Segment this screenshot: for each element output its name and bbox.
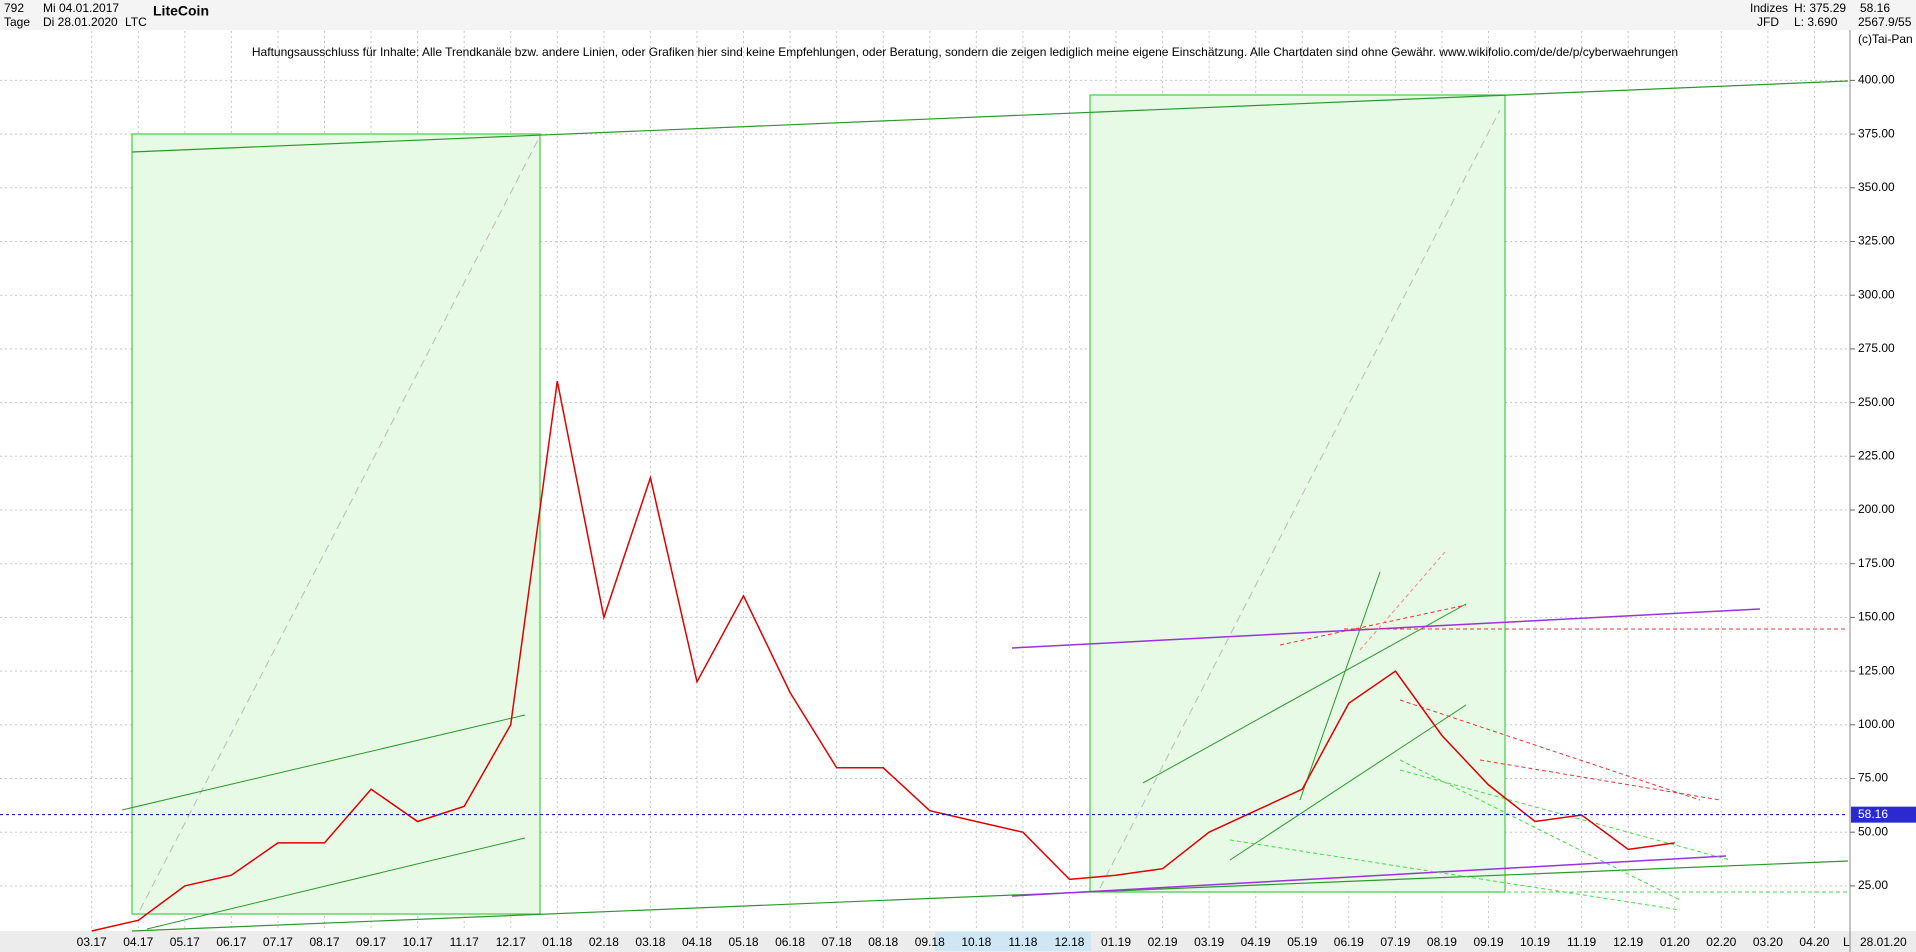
trend-line <box>1299 571 1381 801</box>
x-tick-label: 06.17 <box>216 935 246 949</box>
diagonal <box>1099 109 1501 889</box>
annotation: 58.16 <box>1860 1 1890 15</box>
y-tick-label: 25.00 <box>1858 878 1888 892</box>
y-tick-label: 175.00 <box>1858 556 1895 570</box>
y-tick-label: 400.00 <box>1858 73 1895 87</box>
x-tick-label: 05.18 <box>729 935 759 949</box>
x-tick-label: 07.17 <box>263 935 293 949</box>
drawings <box>121 80 1849 932</box>
y-tick-label: 200.00 <box>1858 502 1895 516</box>
resistance-line <box>1479 759 1721 801</box>
x-tick-label: 02.19 <box>1148 935 1178 949</box>
y-tick-label: 250.00 <box>1858 395 1895 409</box>
trend-line <box>131 860 1849 932</box>
rectangle <box>131 133 541 915</box>
annotation: Haftungsausschluss für Inhalte: Alle Tre… <box>252 45 1678 59</box>
x-tick-label: 06.18 <box>775 935 805 949</box>
purple-line <box>1011 855 1727 897</box>
x-tick-label: 12.17 <box>496 935 526 949</box>
x-tick-label: 10.19 <box>1520 935 1550 949</box>
x-tick-label: 01.18 <box>542 935 572 949</box>
y-tick-label: 100.00 <box>1858 717 1895 731</box>
trend-line <box>131 80 1849 153</box>
x-tick-label: 10.18 <box>961 935 991 949</box>
support-line <box>1399 769 1731 861</box>
x-tick-label: 02.20 <box>1706 935 1736 949</box>
rectangle <box>1089 94 1506 893</box>
x-tick-label: 01.19 <box>1101 935 1131 949</box>
annotation: Tage <box>4 15 30 29</box>
x-tick-label: 04.19 <box>1241 935 1271 949</box>
x-tick-label: 03.19 <box>1194 935 1224 949</box>
x-tick-label: 09.19 <box>1473 935 1503 949</box>
y-tick-label: 350.00 <box>1858 180 1895 194</box>
x-tick-label: 03.20 <box>1753 935 1783 949</box>
y-tick-label: 50.00 <box>1858 824 1888 838</box>
trend-line <box>121 714 526 811</box>
y-tick-label: 225.00 <box>1858 448 1895 462</box>
plot <box>0 380 1848 932</box>
last-price-box <box>1851 806 1916 823</box>
annotation: Indizes <box>1750 1 1788 15</box>
annotation: LTC <box>125 15 147 29</box>
x-tick-label: 05.17 <box>170 935 200 949</box>
y-tick-label: 375.00 <box>1858 126 1895 140</box>
annotation: L <box>1843 935 1850 949</box>
y-tick-label: 150.00 <box>1858 610 1895 624</box>
y-tick-label: 300.00 <box>1858 287 1895 301</box>
x-tick-label: 03.17 <box>77 935 107 949</box>
annotation: Di 28.01.2020 <box>43 15 118 29</box>
resistance-line <box>1359 551 1446 651</box>
x-tick-label: 11.18 <box>1008 935 1037 949</box>
labels: 25.00 50.00 75.00 100.00 125.00 150.00 175.00 2… <box>4 1 1916 949</box>
header-bar <box>0 0 1916 30</box>
support-line <box>1399 759 1681 901</box>
x-tick-label: 02.18 <box>589 935 619 949</box>
x-tick-label: 11.19 <box>1567 935 1596 949</box>
last-price-label: 58.16 <box>1858 807 1888 821</box>
x-tick-label: 10.17 <box>403 935 433 949</box>
annotation: (c)Tai-Pan <box>1858 32 1913 46</box>
x-tick-label: 07.18 <box>822 935 852 949</box>
y-tick-label: 325.00 <box>1858 234 1895 248</box>
x-tick-label: 07.19 <box>1380 935 1410 949</box>
y-tick-label: 275.00 <box>1858 341 1895 355</box>
y-tick-label: 125.00 <box>1858 663 1895 677</box>
x-tick-label: 04.18 <box>682 935 712 949</box>
x-tick-label: 05.19 <box>1287 935 1317 949</box>
x-tick-label: 01.20 <box>1660 935 1690 949</box>
x-tick-label: 09.17 <box>356 935 386 949</box>
x-tick-label: 12.18 <box>1054 935 1084 949</box>
annotation: H: 375.29 <box>1794 1 1846 15</box>
resistance-line <box>1399 699 1701 801</box>
annotation: JFD <box>1757 15 1779 29</box>
x-tick-label: 04.17 <box>123 935 153 949</box>
annotation: 28.01.20 <box>1860 935 1907 949</box>
x-tick-label: 04.20 <box>1799 935 1829 949</box>
annotation: 2567.9/55 <box>1858 15 1912 29</box>
trend-line <box>1142 603 1467 784</box>
y-tick-label: 75.00 <box>1858 771 1888 785</box>
x-tick-label: 11.17 <box>450 935 479 949</box>
x-tick-label: 08.19 <box>1427 935 1457 949</box>
diagonal <box>139 135 541 911</box>
chart-title: LiteCoin <box>153 3 209 19</box>
x-tick-label: 12.19 <box>1613 935 1643 949</box>
annotation: L: 3.690 <box>1794 15 1838 29</box>
x-tick-label: 08.17 <box>309 935 339 949</box>
support-line <box>1229 839 1681 911</box>
trend-line <box>146 837 526 930</box>
x-tick-label: 06.19 <box>1334 935 1364 949</box>
x-axis-highlight <box>935 932 1091 951</box>
x-tick-label: 03.18 <box>635 935 665 949</box>
resistance-line <box>1279 604 1467 646</box>
annotation: Mi 04.01.2017 <box>43 1 119 15</box>
x-tick-label: 08.18 <box>868 935 898 949</box>
x-tick-label: 09.18 <box>915 935 945 949</box>
price-line <box>91 380 1675 932</box>
annotation: 792 <box>4 1 24 15</box>
trend-line <box>1229 704 1467 861</box>
